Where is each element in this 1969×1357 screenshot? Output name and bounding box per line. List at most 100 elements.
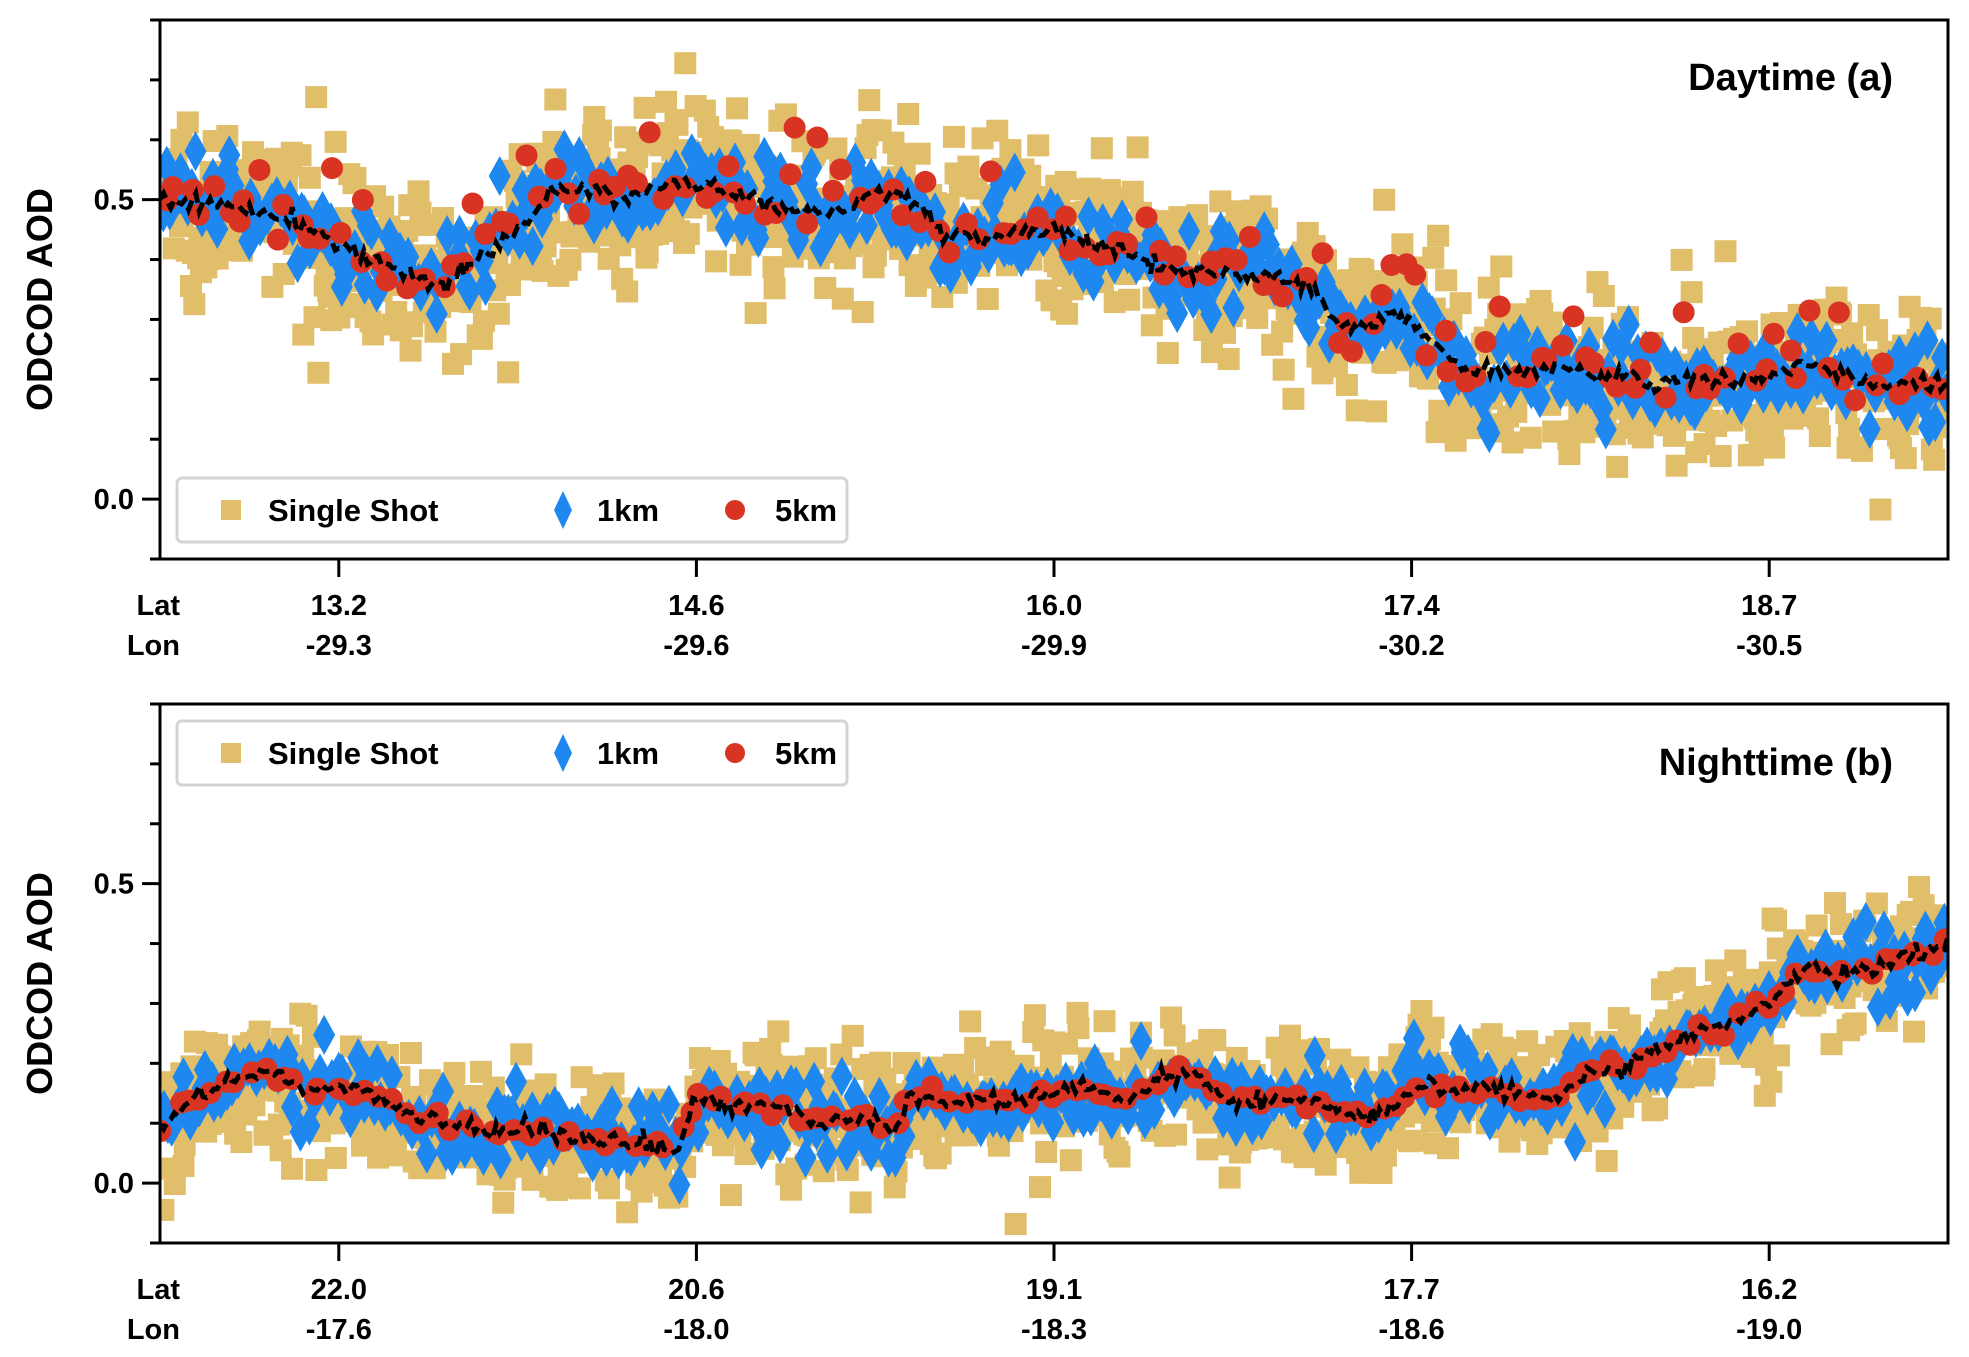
single-shot-point bbox=[443, 1061, 466, 1084]
5km-point bbox=[1341, 340, 1364, 363]
single-shot-point bbox=[1293, 1146, 1316, 1169]
5km-point bbox=[351, 189, 374, 212]
1km-point bbox=[1594, 409, 1617, 450]
1km-point bbox=[160, 145, 178, 186]
single-shot-point bbox=[674, 52, 697, 75]
1km-point bbox=[448, 214, 471, 255]
5km-point bbox=[461, 192, 484, 215]
single-shot-point bbox=[1214, 321, 1237, 344]
1km-point bbox=[1042, 1102, 1065, 1143]
5km-point bbox=[638, 121, 661, 144]
single-shot-point bbox=[1805, 914, 1828, 937]
1km-point bbox=[1916, 320, 1939, 361]
1km-point bbox=[1402, 1018, 1425, 1059]
1km-point bbox=[432, 1071, 455, 1112]
single-shot-point bbox=[1314, 1153, 1337, 1176]
single-shot-point bbox=[734, 1143, 757, 1166]
5km-point bbox=[1114, 1087, 1137, 1110]
single-shot-point bbox=[1370, 1162, 1393, 1185]
single-shot-point bbox=[1714, 240, 1737, 263]
single-shot-point bbox=[825, 137, 848, 160]
x-axis: 13.2 -29.3 14.6 -29.6 16.0 -29.9 17.4 -30.2 18.7… bbox=[127, 559, 1802, 662]
single-shot-point bbox=[737, 133, 760, 156]
single-shot-point bbox=[814, 277, 837, 300]
single-shot-point bbox=[729, 253, 752, 276]
x-tick-label-lat: 16.2 bbox=[1741, 1274, 1797, 1306]
x-tick-label-lon: -18.3 bbox=[1021, 1314, 1087, 1346]
single-shot-point bbox=[183, 293, 206, 316]
single-shot-point bbox=[372, 195, 395, 218]
single-shot-point bbox=[780, 1178, 803, 1201]
single-shot-point bbox=[1345, 399, 1368, 422]
5km-point bbox=[1271, 285, 1294, 308]
x-row-label-lat: Lat bbox=[137, 590, 181, 622]
single-shot-point bbox=[701, 126, 724, 149]
single-shot-point bbox=[655, 90, 678, 113]
plot-area-marks bbox=[160, 875, 1948, 1236]
1km-point bbox=[1924, 402, 1947, 443]
single-shot-point bbox=[1841, 322, 1864, 345]
single-shot-point bbox=[1693, 1058, 1716, 1081]
single-shot-point bbox=[831, 287, 854, 310]
1km-point bbox=[172, 1057, 195, 1098]
x-tick-label-lat: 17.4 bbox=[1383, 590, 1439, 622]
1km-point bbox=[388, 231, 411, 272]
single-shot-point bbox=[1894, 447, 1917, 470]
single-shot-point bbox=[1023, 1004, 1046, 1027]
single-shot-point bbox=[1519, 426, 1542, 449]
single-shot-point bbox=[1200, 341, 1223, 364]
5km-point bbox=[1415, 344, 1438, 367]
1km-point bbox=[1130, 1021, 1153, 1062]
single-shot-point bbox=[492, 1191, 515, 1214]
single-shot-point bbox=[399, 1042, 422, 1065]
single-shot-point bbox=[1163, 1024, 1186, 1047]
5km-point bbox=[1430, 1073, 1453, 1096]
single-shot-point bbox=[1919, 307, 1942, 330]
5km-point bbox=[203, 175, 226, 198]
x-tick-label-lon: -29.9 bbox=[1021, 630, 1087, 662]
1km-point bbox=[1815, 320, 1838, 361]
single-shot-point bbox=[1365, 400, 1388, 423]
mean-line bbox=[160, 174, 1948, 396]
1km-point bbox=[489, 1139, 512, 1180]
1km-point bbox=[458, 271, 481, 312]
single-shot-point bbox=[1272, 358, 1295, 381]
5km-point bbox=[1871, 352, 1894, 375]
single-shot-point bbox=[841, 1024, 864, 1047]
1km-point bbox=[1003, 152, 1026, 193]
x-tick-label-lat: 20.6 bbox=[668, 1274, 724, 1306]
1km-point bbox=[218, 135, 241, 176]
single-shot-point bbox=[160, 1198, 175, 1221]
single-shot-point bbox=[559, 248, 582, 271]
single-shot-point bbox=[1059, 1149, 1082, 1172]
single-shot-point bbox=[851, 301, 874, 324]
single-shot-point bbox=[307, 361, 330, 384]
panel-title: Daytime (a) bbox=[1688, 57, 1893, 99]
single-shot-point bbox=[849, 1191, 872, 1214]
single-shot-point bbox=[636, 241, 659, 264]
single-shot-point bbox=[1422, 1016, 1445, 1039]
5km-point bbox=[1562, 305, 1585, 328]
legend-label-5km: 5km bbox=[775, 493, 837, 528]
single-shot-point bbox=[897, 102, 920, 125]
single-shot-point bbox=[1335, 373, 1358, 396]
5km-point bbox=[1026, 206, 1049, 229]
1km-point bbox=[425, 294, 448, 335]
x-tick-label-lat: 22.0 bbox=[311, 1274, 367, 1306]
single-shot-point bbox=[1349, 1161, 1372, 1184]
single-shot-point bbox=[858, 89, 881, 112]
single-shot-point bbox=[344, 166, 367, 189]
5km-point bbox=[1654, 386, 1677, 409]
1km-point bbox=[521, 226, 544, 267]
5km-point bbox=[1210, 1082, 1233, 1105]
1km-point bbox=[286, 243, 309, 284]
single-shot-point bbox=[499, 273, 522, 296]
5km-point bbox=[1827, 301, 1850, 324]
x-tick-label-lat: 19.1 bbox=[1026, 1274, 1082, 1306]
single-shot-point bbox=[908, 142, 931, 165]
single-shot-point bbox=[1196, 1138, 1219, 1161]
5km-point bbox=[820, 1105, 843, 1128]
5km-point bbox=[955, 212, 978, 235]
5km-point bbox=[914, 170, 937, 193]
single-shot-point bbox=[677, 223, 700, 246]
